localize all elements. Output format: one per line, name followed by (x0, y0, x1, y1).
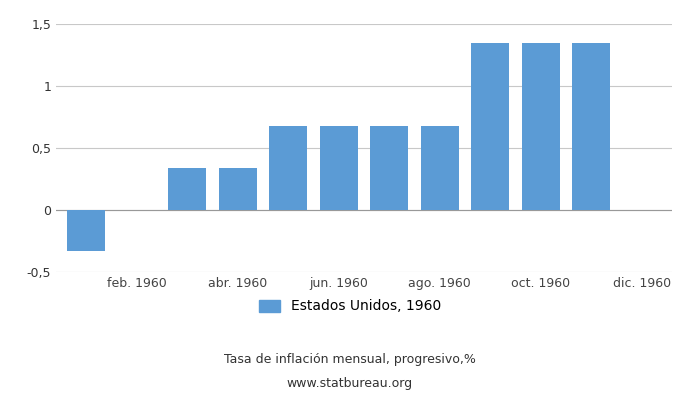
Bar (320, 126, 358, 210)
Bar (421, 126, 458, 210)
Bar (522, 43, 560, 210)
Bar (168, 168, 206, 210)
Bar (471, 43, 509, 210)
Bar (219, 168, 257, 210)
Text: Tasa de inflación mensual, progresivo,%: Tasa de inflación mensual, progresivo,% (224, 354, 476, 366)
Text: www.statbureau.org: www.statbureau.org (287, 378, 413, 390)
Bar (67, 210, 105, 251)
Legend: Estados Unidos, 1960: Estados Unidos, 1960 (253, 294, 447, 319)
Bar (573, 43, 610, 210)
Bar (370, 126, 408, 210)
Bar (270, 126, 307, 210)
